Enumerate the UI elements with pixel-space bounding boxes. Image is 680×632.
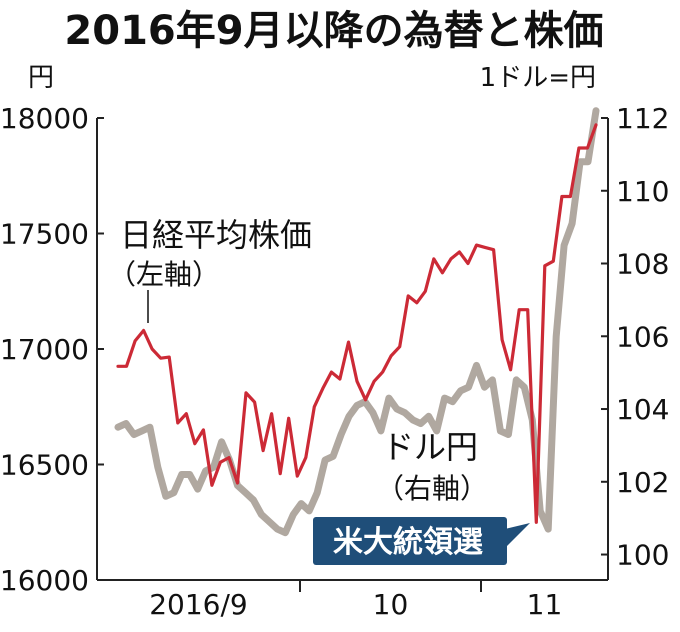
election-badge [313, 517, 507, 565]
right-axis-tick-label: 104 [616, 393, 669, 426]
usdjpy-series-line [114, 107, 600, 537]
left-axis-tick-label: 17500 [0, 218, 89, 251]
left-axis-tick-label: 17000 [0, 333, 89, 366]
right-axis-tick-labels: 112 110 108 106 104 102 100 [616, 102, 669, 572]
left-axis-tick-label: 18000 [0, 102, 89, 135]
axes [96, 117, 609, 592]
right-axis-tick-label: 108 [616, 248, 669, 281]
right-axis-unit: 1ドル=円 [480, 63, 596, 93]
usdjpy-series-label: ドル円 [382, 428, 478, 466]
left-axis-tick-label: 16000 [0, 564, 89, 597]
right-axis-tick-label: 110 [616, 175, 669, 208]
left-axis-unit: 円 [28, 63, 54, 93]
nikkei-axis-note: （左軸） [108, 258, 220, 291]
right-axis-tick-label: 102 [616, 466, 669, 499]
nikkei-series-label: 日経平均株価 [120, 216, 312, 254]
chart-title: 2016年9月以降の為替と株価 [64, 8, 603, 54]
election-badge-pointer [505, 523, 530, 548]
x-axis-tick-label: 10 [373, 588, 409, 621]
right-axis-tick-label: 100 [616, 539, 669, 572]
nikkei-series-line [116, 123, 598, 524]
left-axis-tick-labels: 18000 17500 17000 16500 16000 [0, 102, 89, 597]
election-badge-label: 米大統領選 [333, 525, 483, 560]
x-axis-tick-label: 2016/9 [149, 588, 248, 621]
left-axis-tick-label: 16500 [0, 449, 89, 482]
x-axis-tick-labels: 2016/9 10 11 [149, 588, 562, 621]
right-axis-tick-label: 112 [616, 102, 669, 135]
right-axis-tick-label: 106 [616, 320, 669, 353]
usdjpy-axis-note: （右軸） [376, 472, 488, 505]
x-axis-tick-label: 11 [527, 588, 563, 621]
